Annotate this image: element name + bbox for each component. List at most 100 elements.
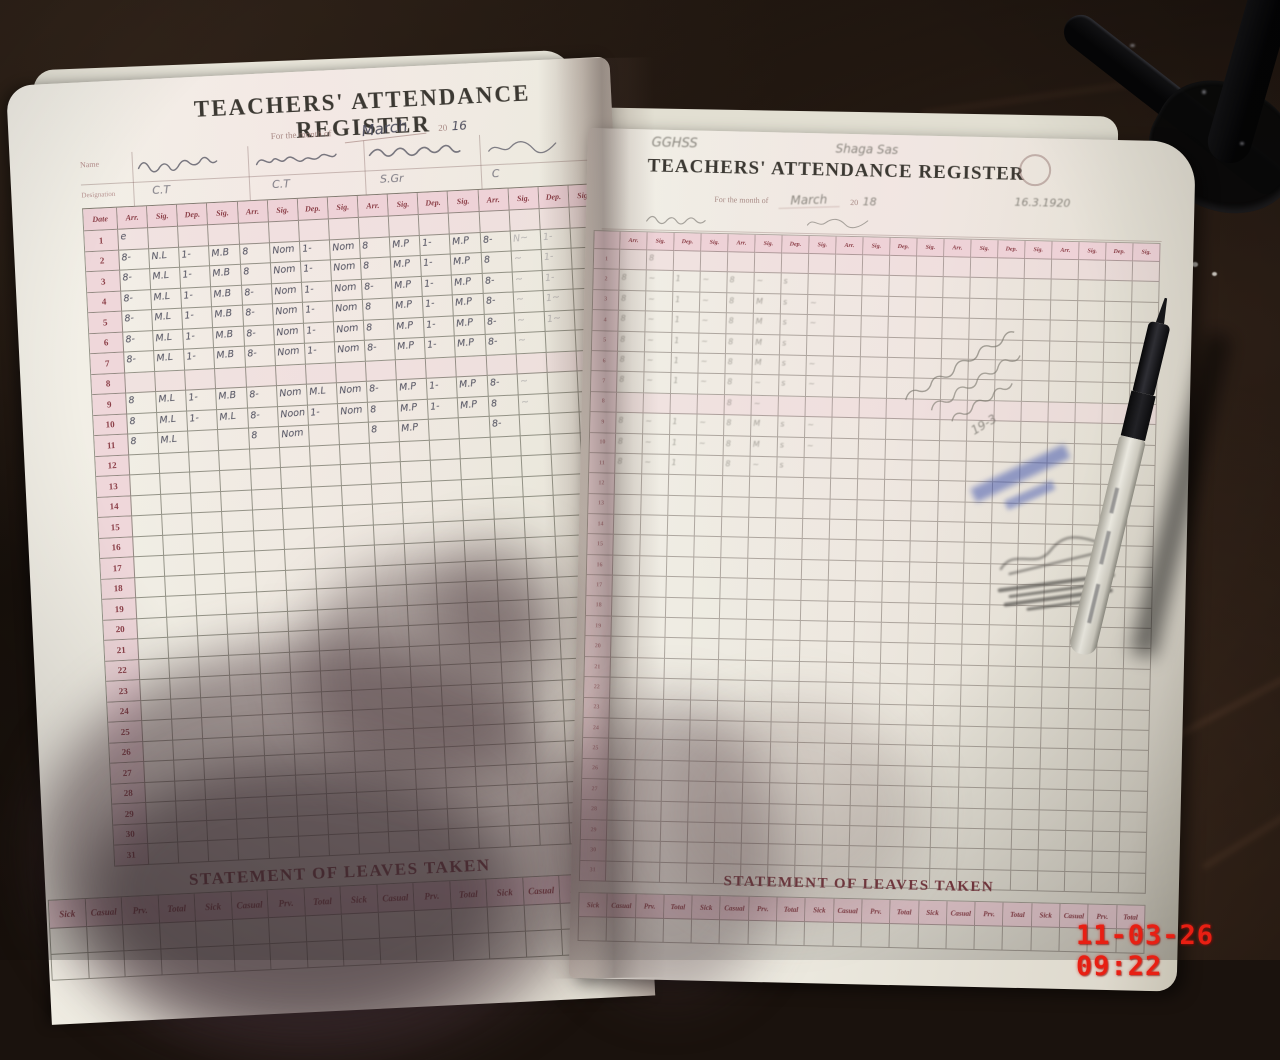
attendance-cell <box>828 560 857 582</box>
attendance-cell <box>997 258 1026 280</box>
attendance-cell <box>638 596 667 618</box>
teacher-name-cell <box>131 146 249 182</box>
officer-stamp-signature <box>992 528 1133 618</box>
handwritten-entry: M.P <box>393 278 412 292</box>
attendance-cell <box>547 371 579 394</box>
attendance-cell <box>960 706 988 728</box>
attendance-cell: M <box>750 436 779 458</box>
attendance-cell <box>132 514 164 537</box>
attendance-cell <box>964 522 993 544</box>
leaves-cell <box>974 925 1004 951</box>
attendance-cell <box>958 787 987 809</box>
attendance-cell <box>227 612 259 635</box>
attendance-cell: M.B <box>209 244 241 267</box>
attendance-cell <box>719 598 748 620</box>
attendance-cell: 1- <box>425 336 457 359</box>
attendance-cell <box>1051 259 1080 281</box>
attendance-cell <box>255 570 287 593</box>
attendance-cell <box>129 453 161 476</box>
attendance-cell <box>546 350 578 373</box>
attendance-cell <box>749 497 777 519</box>
attendance-cell: 8- <box>485 333 517 356</box>
handwritten-entry: 8 <box>728 316 734 326</box>
attendance-cell <box>261 693 293 716</box>
attendance-cell <box>1011 850 1039 872</box>
handwritten-entry: ~ <box>648 273 656 283</box>
attendance-cell <box>1096 668 1124 690</box>
attendance-cell: 1- <box>427 377 459 400</box>
handwritten-entry: ~ <box>807 420 815 430</box>
attendance-cell: 8- <box>243 324 275 347</box>
handwritten-entry: M.L <box>152 269 170 283</box>
attendance-cell <box>275 364 307 387</box>
handwritten-entry: 8- <box>486 315 497 328</box>
attendance-cell <box>692 598 721 620</box>
handwritten-entry: Nom <box>332 260 356 274</box>
attendance-cell <box>660 821 689 843</box>
attendance-cell <box>721 537 749 559</box>
attendance-cell <box>172 718 204 741</box>
date-cell: 6 <box>89 332 125 355</box>
leaves-cell <box>635 918 664 943</box>
attendance-cell <box>825 703 854 725</box>
attendance-cell <box>131 494 163 517</box>
attendance-cell <box>888 296 917 318</box>
attendance-cell <box>551 453 583 476</box>
leaves-cell <box>833 922 863 948</box>
handwritten-entry: 8- <box>248 388 259 401</box>
leaves-column-header: Total <box>663 894 693 920</box>
handwritten-entry: 8 <box>242 266 250 278</box>
date-cell: 30 <box>580 840 607 862</box>
attendance-cell <box>856 520 885 542</box>
attendance-cell <box>776 498 804 520</box>
month-line: For the month of March 20 18 <box>714 189 877 211</box>
leaves-cell <box>341 912 380 941</box>
handwritten-entry: Nom <box>273 284 297 298</box>
attendance-cell <box>507 783 539 806</box>
attendance-cell <box>985 788 1014 810</box>
attendance-cell <box>232 715 264 738</box>
attendance-cell <box>431 459 463 482</box>
date-cell: 24 <box>583 718 610 740</box>
handwritten-entry: ~ <box>700 376 708 387</box>
attendance-cell <box>279 446 311 469</box>
handwritten-entry: 1 <box>675 274 681 284</box>
attendance-cell <box>937 542 965 564</box>
attendance-cell <box>606 840 634 862</box>
attendance-cell <box>549 412 581 435</box>
attendance-cell: M.P <box>451 252 483 275</box>
handwritten-entry: 8 <box>727 357 733 367</box>
handwritten-entry: 8- <box>368 382 380 395</box>
attendance-cell <box>1046 504 1074 526</box>
attendance-cell <box>959 767 987 789</box>
attendance-cell <box>163 533 195 556</box>
attendance-cell <box>829 519 858 541</box>
attendance-cell: ~ <box>699 312 727 334</box>
attendance-cell <box>861 316 889 338</box>
leaves-cell <box>270 942 308 971</box>
attendance-cell <box>661 801 689 823</box>
attendance-cell <box>714 843 742 865</box>
attendance-cell <box>215 367 247 390</box>
handwritten-entry: ~ <box>648 294 655 304</box>
attendance-cell <box>313 526 345 549</box>
attendance-cell <box>936 562 965 584</box>
handwritten-entry: 8- <box>487 336 498 348</box>
attendance-cell <box>930 827 959 849</box>
attendance-cell: 8 <box>617 351 645 373</box>
attendance-cell <box>912 460 940 482</box>
attendance-cell <box>230 674 262 697</box>
attendance-cell <box>1024 279 1052 301</box>
attendance-cell <box>477 785 509 808</box>
attendance-cell <box>194 552 226 575</box>
attendance-cell <box>1120 791 1149 813</box>
attendance-cell <box>260 672 292 695</box>
handwritten-entry: N~ <box>512 231 529 245</box>
glasses-glint <box>1240 142 1244 145</box>
attendance-cell <box>985 808 1013 830</box>
attendance-cell <box>1041 687 1070 709</box>
attendance-cell: s <box>781 273 809 295</box>
handwritten-entry: 8 <box>618 415 624 425</box>
attendance-cell <box>880 663 908 685</box>
attendance-cell <box>1119 832 1148 854</box>
